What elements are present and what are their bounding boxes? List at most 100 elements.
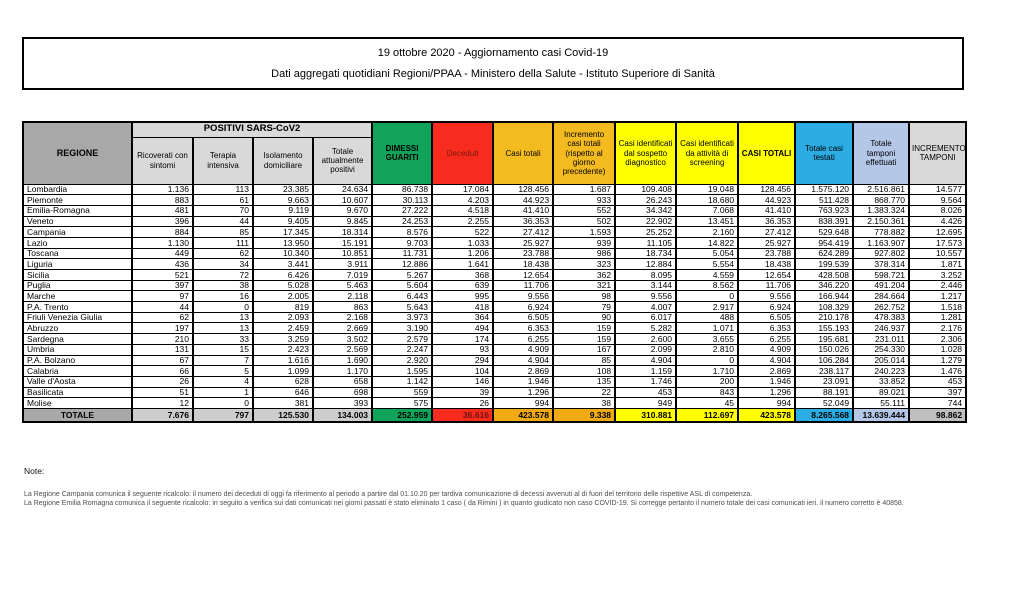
value-cell: 72 <box>192 269 254 281</box>
value-cell: 7.068 <box>675 204 740 217</box>
region-name-cell: Campania <box>22 226 133 238</box>
col-header-regione: REGIONE <box>22 121 133 185</box>
value-cell: 44.923 <box>737 194 797 206</box>
value-cell: 2.920 <box>371 354 434 367</box>
value-cell: 61 <box>192 194 254 206</box>
region-name-cell: Piemonte <box>22 194 133 206</box>
value-cell: 2.118 <box>311 290 374 303</box>
value-cell: 521 <box>131 269 194 281</box>
value-cell: 559 <box>371 386 434 399</box>
value-cell: 1.575.120 <box>794 183 855 196</box>
value-cell: 884 <box>131 226 194 238</box>
value-cell: 34 <box>192 258 254 270</box>
value-cell: 9.556 <box>614 290 678 303</box>
value-cell: 26 <box>131 375 194 388</box>
value-cell: 2.150.361 <box>852 215 911 228</box>
region-name-cell: Sardegna <box>22 333 133 345</box>
value-cell: 397 <box>908 386 968 399</box>
total-value-cell: 8.265.568 <box>794 407 855 423</box>
value-cell: 200 <box>675 375 740 388</box>
total-value-cell: 125.530 <box>252 407 314 423</box>
value-cell: 11.706 <box>492 279 555 292</box>
value-cell: 418 <box>431 301 495 313</box>
col-header-screening: Casi identificati da attività di screeni… <box>675 121 740 185</box>
value-cell: 364 <box>431 311 495 324</box>
value-cell: 30.113 <box>371 194 434 206</box>
value-cell: 88.191 <box>794 386 855 399</box>
value-cell: 1.217 <box>908 290 968 303</box>
value-cell: 2.516.861 <box>852 183 911 196</box>
value-cell: 52.049 <box>794 397 855 409</box>
value-cell: 128.456 <box>492 183 555 196</box>
value-cell: 10.557 <box>908 247 968 260</box>
region-name-cell: P.A. Trento <box>22 301 133 313</box>
value-cell: 51 <box>131 386 194 399</box>
value-cell: 12.654 <box>492 269 555 281</box>
value-cell: 2.600 <box>614 333 678 345</box>
col-header-incremento-tamponi: INCREMENTO TAMPONI <box>908 121 968 185</box>
value-cell: 17.084 <box>431 183 495 196</box>
value-cell: 0 <box>192 397 254 409</box>
value-cell: 2.459 <box>252 322 314 335</box>
value-cell: 362 <box>552 269 617 281</box>
value-cell: 1.871 <box>908 258 968 270</box>
value-cell: 1.296 <box>492 386 555 399</box>
value-cell: 231.011 <box>852 333 911 345</box>
value-cell: 13.451 <box>675 215 740 228</box>
value-cell: 5 <box>192 365 254 377</box>
value-cell: 11.105 <box>614 236 678 249</box>
region-name-cell: Basilicata <box>22 386 133 399</box>
value-cell: 13.950 <box>252 236 314 249</box>
value-cell: 18.438 <box>737 258 797 270</box>
value-cell: 27.412 <box>492 226 555 238</box>
value-cell: 24.253 <box>371 215 434 228</box>
region-name-cell: Lazio <box>22 236 133 249</box>
value-cell: 3.973 <box>371 311 434 324</box>
col-header-incremento-casi: Incremento casi totali (rispetto al gior… <box>552 121 617 185</box>
value-cell: 98 <box>552 290 617 303</box>
value-cell: 4.007 <box>614 301 678 313</box>
value-cell: 4.904 <box>492 354 555 367</box>
total-value-cell: 134.003 <box>311 407 374 423</box>
value-cell: 7 <box>192 354 254 367</box>
value-cell: 1.616 <box>252 354 314 367</box>
table-row: Umbria 131 15 2.423 2.569 2.247 93 4.909 167 2.09… <box>22 343 968 356</box>
value-cell: 939 <box>552 236 617 249</box>
value-cell: 838.391 <box>794 215 855 228</box>
value-cell: 396 <box>131 215 194 228</box>
value-cell: 1.163.907 <box>852 236 911 249</box>
total-value-cell: 423.578 <box>492 407 555 423</box>
total-value-cell: 13.639.444 <box>852 407 911 423</box>
table-row: Basilicata 51 1 646 698 559 39 1.296 22 453 843 1.2… <box>22 386 968 399</box>
total-label-cell: TOTALE <box>22 407 133 423</box>
value-cell: 639 <box>431 279 495 292</box>
value-cell: 44 <box>192 215 254 228</box>
value-cell: 6.353 <box>737 322 797 335</box>
value-cell: 9.670 <box>311 204 374 217</box>
value-cell: 488 <box>675 311 740 324</box>
region-name-cell: P.A. Bolzano <box>22 354 133 367</box>
value-cell: 90 <box>552 311 617 324</box>
value-cell: 106.284 <box>794 354 855 367</box>
col-group-positivi: POSITIVI SARS-CoV2 <box>130 121 374 138</box>
value-cell: 238.117 <box>794 365 855 377</box>
value-cell: 933 <box>552 194 617 206</box>
value-cell: 8.576 <box>371 226 434 238</box>
value-cell: 85 <box>552 354 617 367</box>
value-cell: 1 <box>192 386 254 399</box>
value-cell: 38 <box>552 397 617 409</box>
value-cell: 481 <box>131 204 194 217</box>
value-cell: 2.168 <box>311 311 374 324</box>
value-cell: 6.505 <box>492 311 555 324</box>
value-cell: 598.721 <box>852 269 911 281</box>
table-row: Calabria 66 5 1.099 1.170 1.595 104 2.869 108 1.1… <box>22 365 968 377</box>
value-cell: 33 <box>192 333 254 345</box>
value-cell: 428.508 <box>794 269 855 281</box>
value-cell: 12 <box>131 397 194 409</box>
notes-section: Note: La Regione Campania comunica il se… <box>24 466 984 508</box>
value-cell: 26.243 <box>614 194 678 206</box>
value-cell: 22 <box>552 386 617 399</box>
value-cell: 1.142 <box>371 375 434 388</box>
value-cell: 166.944 <box>794 290 855 303</box>
total-value-cell: 7.676 <box>131 407 194 423</box>
